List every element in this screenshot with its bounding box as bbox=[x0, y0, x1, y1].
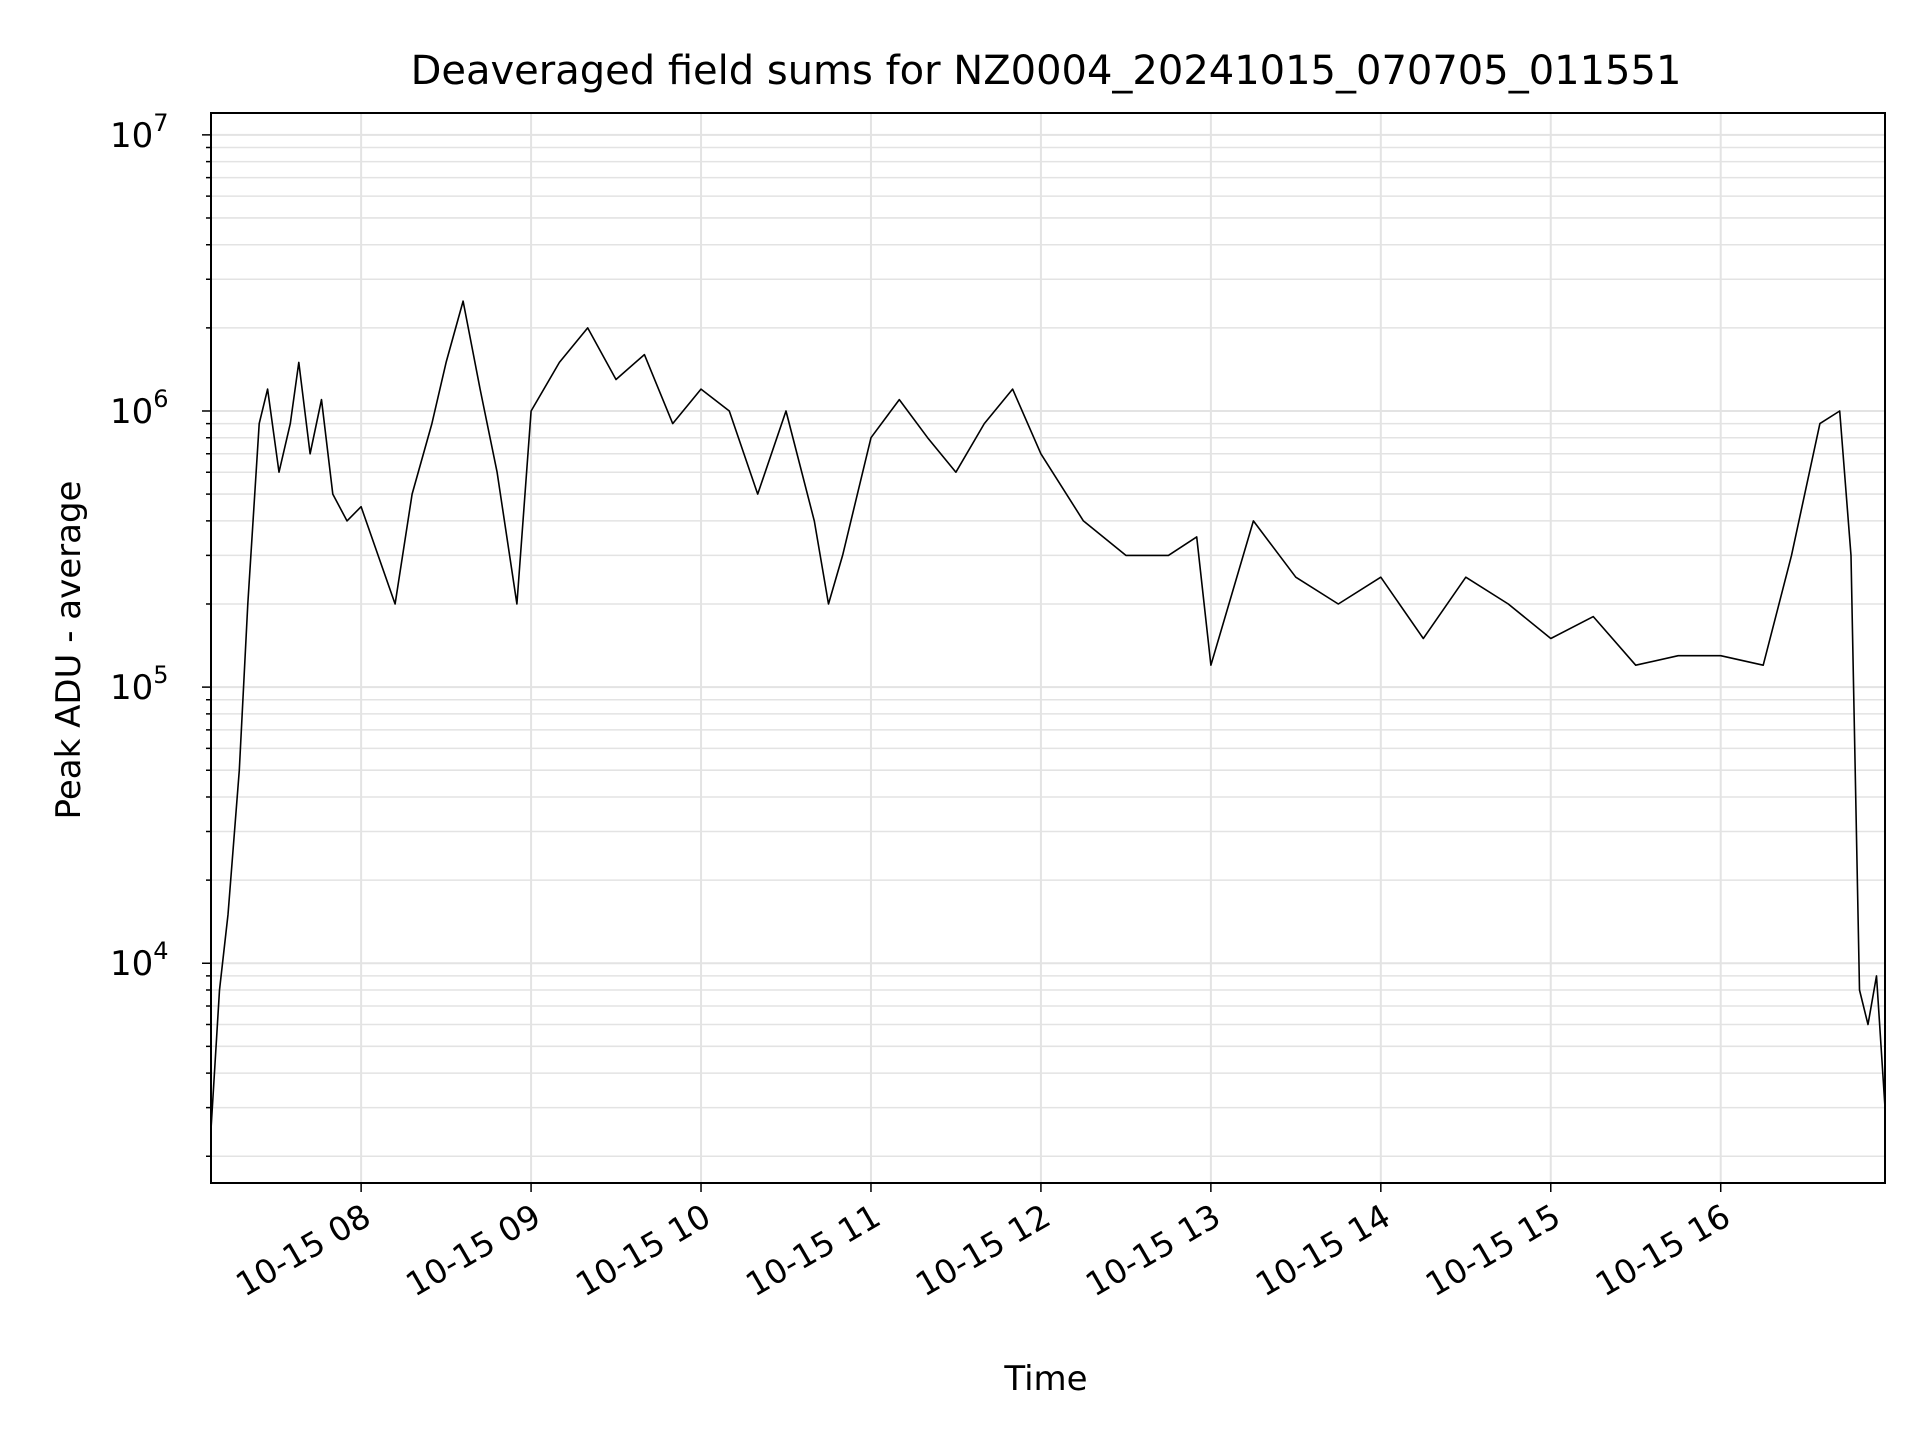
y-tick-label: 106 bbox=[110, 385, 169, 432]
series-line-group bbox=[210, 300, 1886, 1130]
y-axis-label: Peak ADU - average bbox=[49, 481, 89, 820]
x-axis-label: Time bbox=[1003, 1359, 1087, 1399]
series-line bbox=[210, 300, 1886, 1130]
y-tick-label: 107 bbox=[110, 109, 169, 156]
y-tick-label: 105 bbox=[110, 661, 169, 708]
plot-frame bbox=[210, 112, 1886, 1184]
y-tick-label: 104 bbox=[110, 937, 169, 984]
gridlines bbox=[211, 113, 1885, 1183]
chart-title: Deaveraged field sums for NZ0004_2024101… bbox=[411, 48, 1682, 94]
